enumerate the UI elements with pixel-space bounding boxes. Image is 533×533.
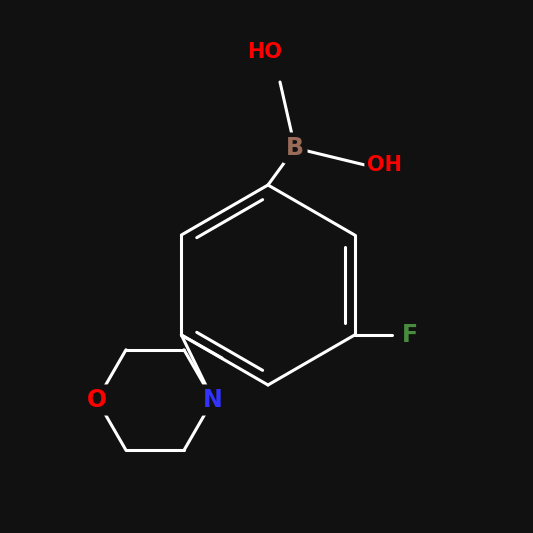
Text: HO: HO: [247, 42, 282, 62]
Text: OH: OH: [367, 155, 402, 175]
Text: B: B: [286, 136, 304, 160]
Text: N: N: [203, 388, 223, 412]
Text: O: O: [87, 388, 107, 412]
Text: F: F: [401, 323, 418, 347]
